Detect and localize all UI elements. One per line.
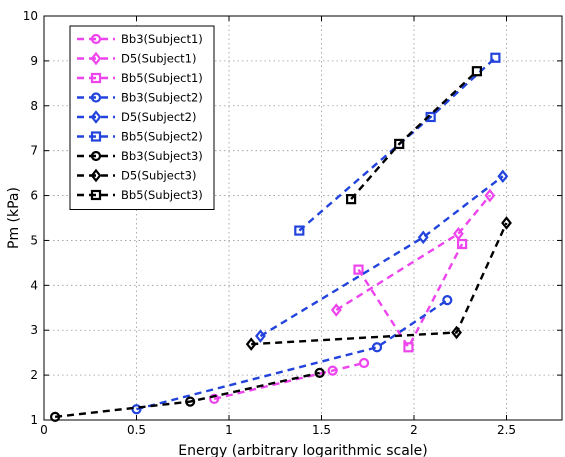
series-line — [350, 70, 478, 200]
legend-entry: Bb5(Subject3) — [77, 188, 203, 202]
data-point — [209, 393, 220, 405]
data-point — [294, 225, 305, 236]
x-tick-label: 2 — [410, 423, 418, 437]
y-tick-label: 9 — [30, 54, 38, 68]
legend-label: Bb5(Subject3) — [121, 188, 203, 202]
data-point — [314, 367, 325, 378]
data-point — [245, 337, 257, 351]
data-point — [490, 52, 501, 63]
legend: Bb3(Subject1) D5(Subject1) Bb5(Subject1) Bb… — [69, 25, 215, 210]
series-line — [251, 222, 508, 346]
legend-entry: D5(Subject3) — [77, 169, 196, 183]
data-point — [471, 66, 482, 77]
data-point — [371, 342, 383, 353]
data-point — [417, 230, 429, 245]
legend-entry: Bb5(Subject1) — [77, 71, 203, 85]
y-tick-label: 2 — [30, 368, 38, 382]
series-line — [357, 243, 464, 350]
legend-swatch-marker — [90, 131, 102, 142]
y-tick-label: 10 — [23, 9, 38, 23]
legend-label: Bb3(Subject2) — [121, 91, 203, 105]
data-point — [330, 303, 342, 317]
legend-swatch-marker — [90, 168, 102, 183]
series-3 — [131, 295, 453, 415]
series-line — [259, 175, 504, 338]
series-2 — [353, 238, 468, 353]
data-point — [501, 216, 512, 230]
legend-swatch-marker — [90, 150, 102, 162]
data-point — [358, 357, 370, 369]
data-point — [327, 365, 338, 376]
data-point — [185, 396, 196, 407]
data-point — [442, 295, 453, 306]
legend-label: D5(Subject3) — [121, 169, 196, 183]
series-5 — [294, 52, 501, 236]
legend-entry: D5(Subject2) — [77, 110, 196, 124]
y-tick-label: 8 — [30, 99, 38, 113]
series-7 — [245, 216, 512, 351]
legend-label: D5(Subject2) — [121, 110, 196, 124]
series-line — [54, 371, 320, 419]
x-tick-label: 0.5 — [127, 423, 146, 437]
series-0 — [209, 357, 370, 405]
legend-entry: Bb3(Subject2) — [77, 91, 203, 105]
x-tick-label: 2.5 — [497, 423, 516, 437]
series-4 — [255, 169, 509, 343]
data-point — [484, 188, 496, 203]
x-tick-label: 1.5 — [312, 423, 331, 437]
data-point — [497, 169, 509, 184]
y-tick-label: 5 — [30, 233, 38, 247]
legend-entry: Bb3(Subject1) — [77, 32, 203, 46]
legend-swatch-marker — [90, 51, 102, 66]
series-6 — [49, 367, 325, 422]
legend-label: Bb3(Subject1) — [121, 32, 203, 46]
legend-swatch-marker — [90, 92, 102, 103]
series-line — [136, 299, 448, 411]
plot-series — [49, 52, 512, 422]
x-axis-label: Energy (arbitrary logarithmic scale) — [178, 443, 428, 457]
series-8 — [346, 66, 482, 205]
data-point — [452, 226, 464, 241]
legend-swatch-marker — [90, 110, 102, 124]
data-point — [457, 238, 468, 250]
legend-label: D5(Subject1) — [121, 52, 196, 66]
data-point — [394, 138, 405, 150]
legend-entry: Bb5(Subject2) — [77, 130, 203, 144]
series-line — [213, 361, 365, 401]
series-1 — [330, 188, 496, 317]
y-tick-label: 7 — [30, 144, 38, 158]
legend-swatch-marker — [90, 33, 102, 45]
legend-entry: Bb3(Subject3) — [77, 149, 203, 163]
data-point — [403, 342, 414, 353]
legend-swatch-marker — [90, 72, 102, 84]
data-point — [346, 194, 357, 205]
legend-swatch-marker — [90, 189, 102, 201]
data-point — [353, 264, 364, 275]
series-line — [298, 56, 497, 232]
x-tick-label: 0 — [40, 423, 48, 437]
legend-label: Bb3(Subject3) — [121, 149, 203, 163]
y-axis-label: Pm (kPa) — [6, 187, 22, 249]
y-tick-label: 1 — [30, 413, 38, 427]
legend-entry: D5(Subject1) — [77, 52, 196, 66]
y-tick-label: 4 — [30, 278, 38, 292]
plot-frame — [43, 15, 563, 421]
y-tick-label: 3 — [30, 323, 38, 337]
x-tick-label: 1 — [225, 423, 233, 437]
y-tick-label: 6 — [30, 189, 38, 203]
legend-label: Bb5(Subject1) — [121, 71, 203, 85]
data-point — [255, 329, 266, 343]
data-point — [451, 325, 462, 340]
legend-label: Bb5(Subject2) — [121, 130, 203, 144]
data-point — [49, 411, 61, 422]
axis-ticks: 0 0.5 1 1.5 2 2.5 1 2 3 4 5 6 7 8 9 10 — [23, 9, 562, 437]
